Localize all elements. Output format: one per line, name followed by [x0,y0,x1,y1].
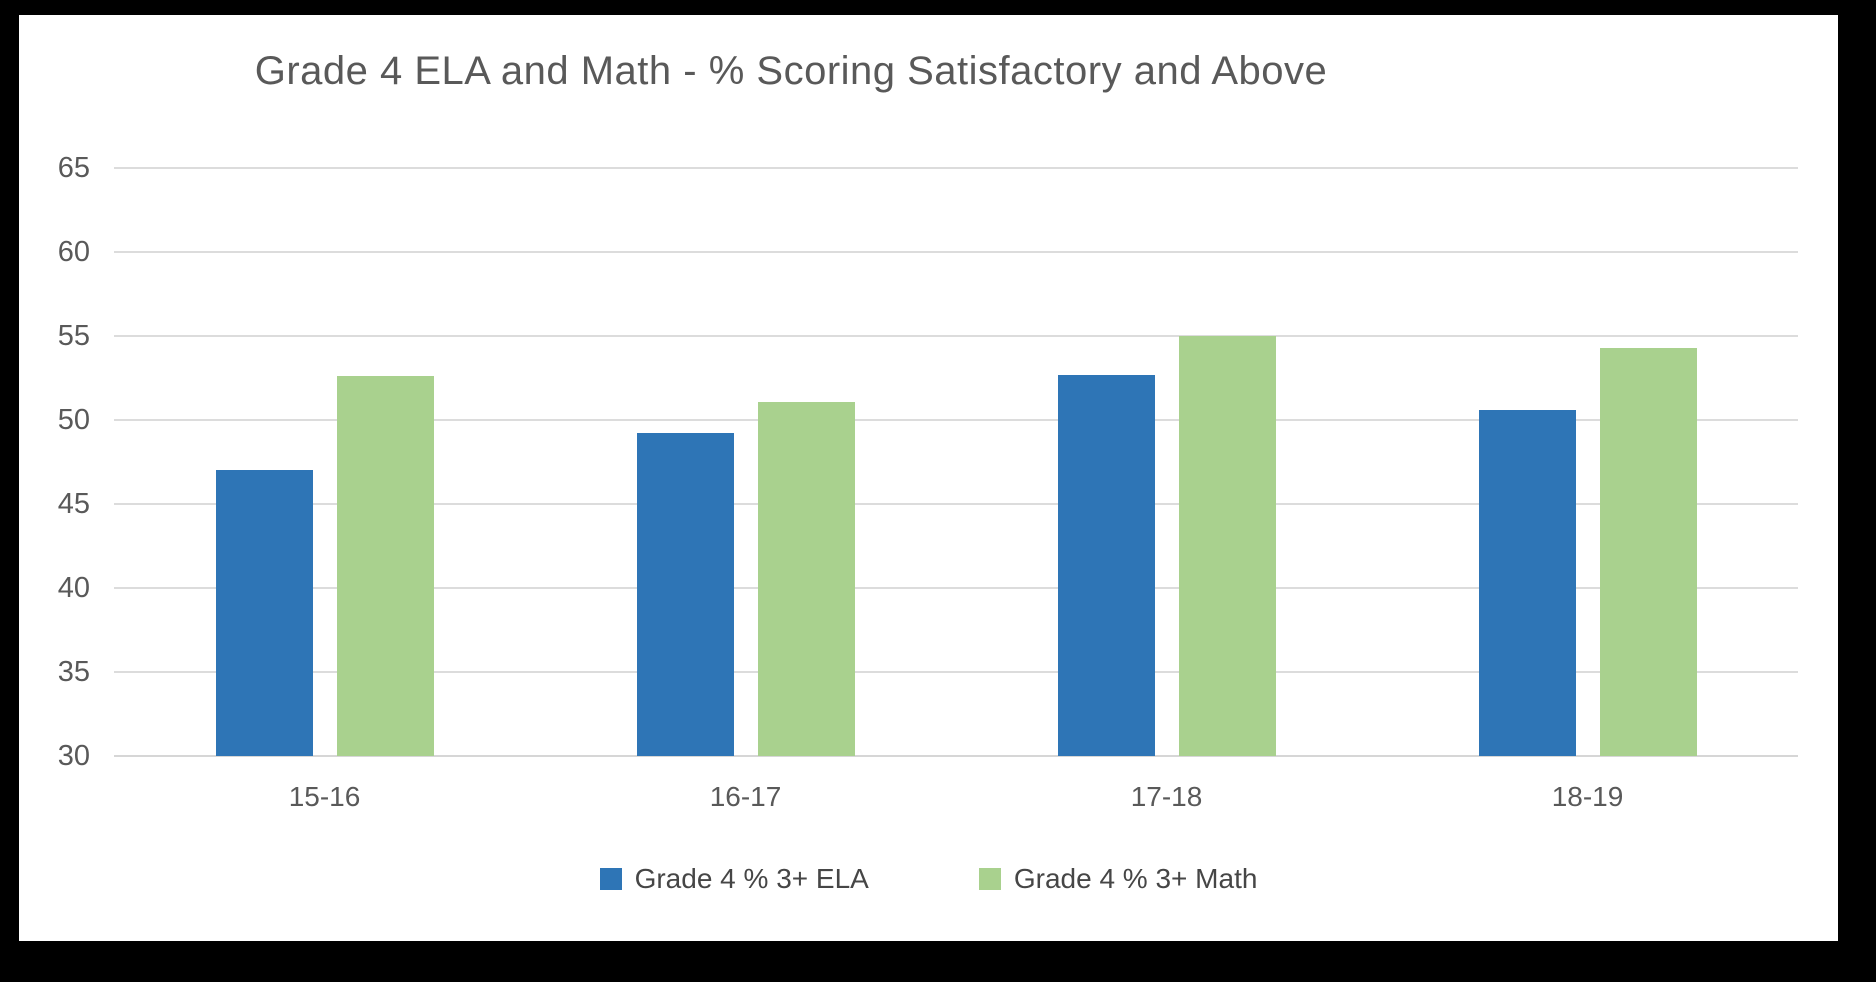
x-axis-tick-label: 17-18 [1130,781,1203,812]
legend-swatch-math-icon [978,868,1001,890]
legend-swatch-ela-icon [599,868,622,890]
gridline-30 [114,755,1798,757]
bar-group-18-19 [1377,168,1798,756]
bar-15-16-ela [215,470,313,756]
gridline-45 [114,503,1798,505]
bar-17-18-math [1178,336,1276,756]
y-axis-tick-label: 50 [57,404,90,436]
y-axis-tick-label: 45 [57,488,90,520]
y-axis-tick-label: 30 [57,740,90,772]
legend-item-ela: Grade 4 % 3+ ELA [599,863,869,895]
gridline-40 [114,587,1798,589]
chart-legend: Grade 4 % 3+ ELA Grade 4 % 3+ Math [19,863,1838,895]
y-axis-tick-label: 40 [57,572,90,604]
bar-15-16-math [336,376,434,756]
bar-18-19-math [1599,347,1697,756]
gridline-35 [114,671,1798,673]
gridline-65 [114,167,1798,169]
gridline-60 [114,251,1798,253]
chart-canvas: Grade 4 ELA and Math - % Scoring Satisfa… [19,15,1838,941]
bar-group-17-18 [956,168,1377,756]
bar-16-17-math [757,401,855,756]
y-axis-tick-label: 35 [57,656,90,688]
plot-area [114,167,1798,757]
x-axis-tick-label: 18-19 [1551,781,1624,812]
gridline-50 [114,419,1798,421]
y-axis-tick-label: 55 [57,320,90,352]
legend-item-math: Grade 4 % 3+ Math [978,863,1258,895]
bar-group-15-16 [114,168,535,756]
x-axis-tick-label: 16-17 [709,781,782,812]
legend-label-ela: Grade 4 % 3+ ELA [634,863,869,894]
y-axis-tick-label: 60 [57,236,90,268]
y-axis-tick-label: 65 [57,152,90,184]
bar-18-19-ela [1478,409,1576,756]
bar-17-18-ela [1057,374,1155,756]
gridline-55 [114,335,1798,337]
legend-label-math: Grade 4 % 3+ Math [1013,863,1258,894]
bar-group-16-17 [535,168,956,756]
x-axis-tick-label: 15-16 [288,781,361,812]
chart-title: Grade 4 ELA and Math - % Scoring Satisfa… [254,49,1328,93]
bar-16-17-ela [636,433,734,756]
